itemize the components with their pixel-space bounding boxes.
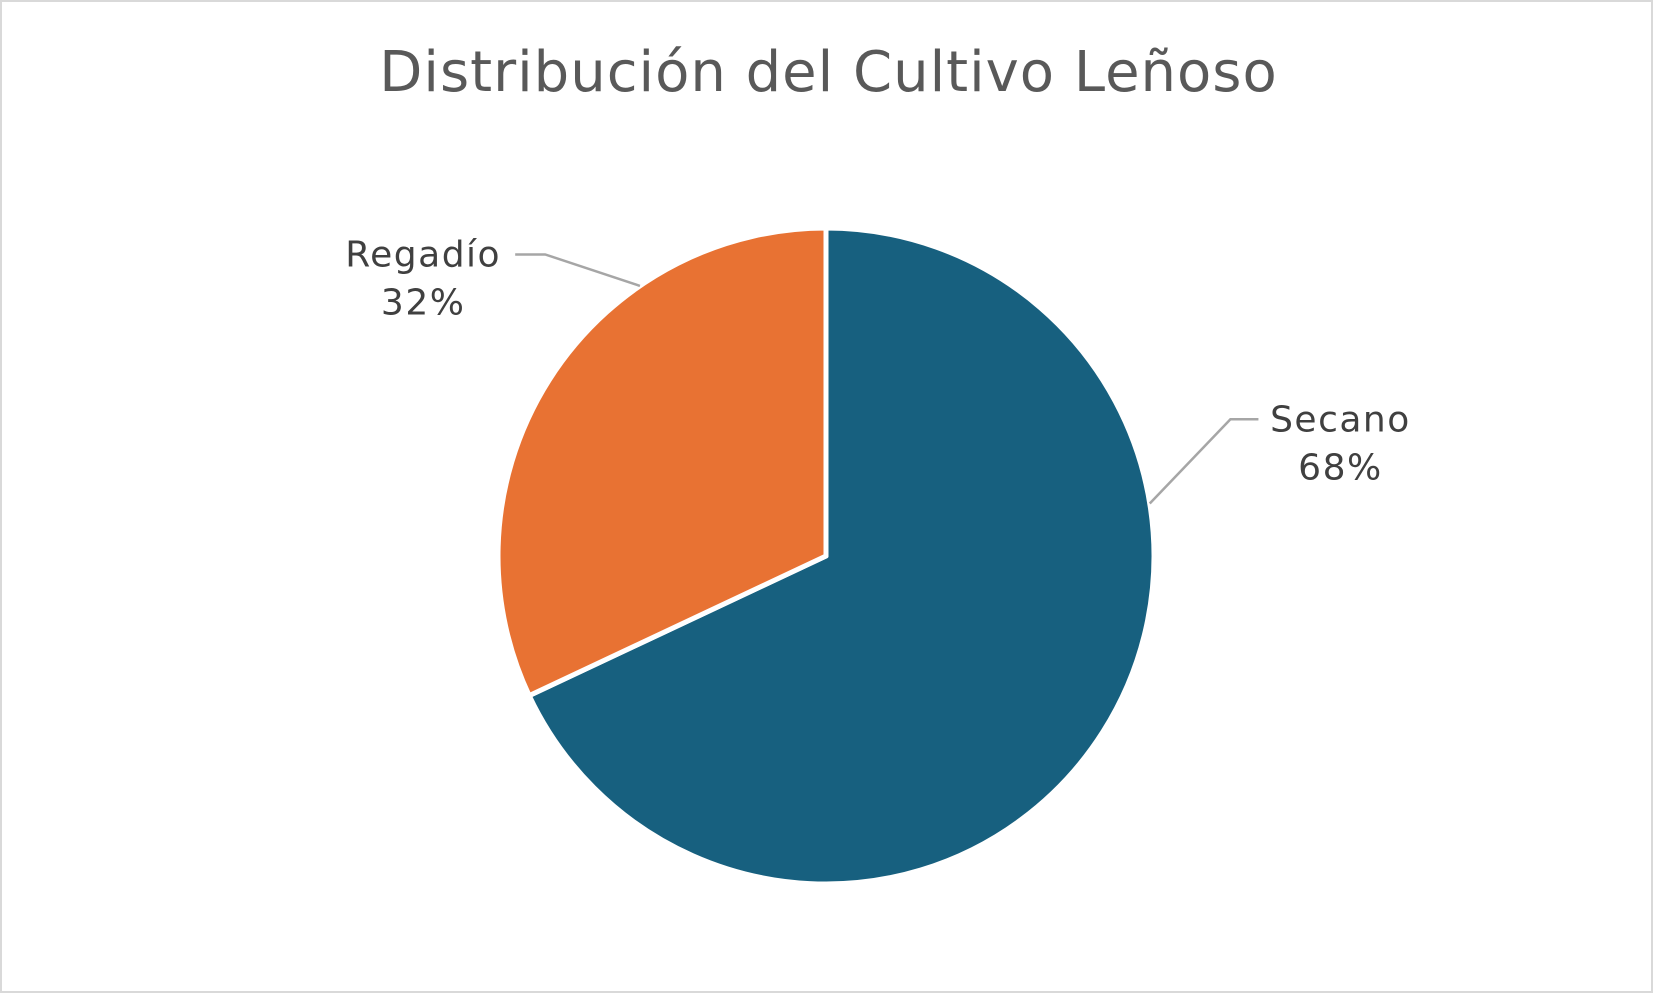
leader-line-secano: [1148, 418, 1259, 505]
leader-lines: [515, 253, 1259, 505]
pie-slice-secano: [526, 225, 1157, 887]
data-labels: Secano 68% Regadío 32%: [345, 234, 1411, 488]
data-label-category-regadio: Regadío: [345, 234, 501, 275]
pie-slices: [495, 225, 1157, 887]
data-label-value-regadio: 32%: [381, 282, 466, 323]
data-label-category-secano: Secano: [1270, 399, 1411, 440]
leader-line-regadio: [515, 253, 641, 288]
chart-title: Distribución del Cultivo Leñoso: [379, 40, 1278, 105]
data-label-value-secano: 68%: [1298, 447, 1383, 488]
pie-slice-regadio: [495, 225, 829, 699]
